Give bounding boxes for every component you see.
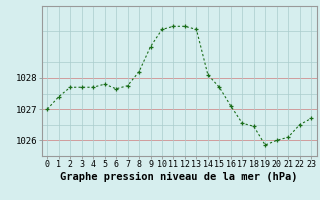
- X-axis label: Graphe pression niveau de la mer (hPa): Graphe pression niveau de la mer (hPa): [60, 172, 298, 182]
